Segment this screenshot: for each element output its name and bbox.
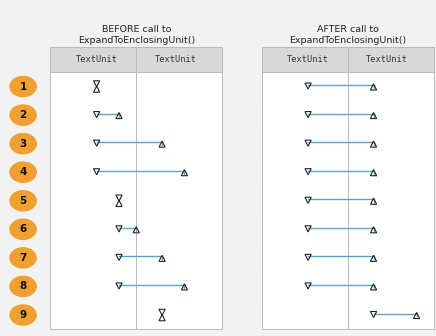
FancyBboxPatch shape xyxy=(262,72,434,101)
Circle shape xyxy=(10,219,36,239)
Text: 7: 7 xyxy=(20,253,27,263)
Text: AFTER call to
ExpandToEnclosingUnit(): AFTER call to ExpandToEnclosingUnit() xyxy=(289,25,406,45)
FancyBboxPatch shape xyxy=(262,47,434,329)
FancyBboxPatch shape xyxy=(50,47,222,72)
Circle shape xyxy=(10,276,36,297)
Text: 8: 8 xyxy=(20,282,27,291)
FancyBboxPatch shape xyxy=(50,72,222,101)
FancyBboxPatch shape xyxy=(262,101,434,129)
FancyBboxPatch shape xyxy=(50,129,222,158)
Circle shape xyxy=(10,248,36,268)
FancyBboxPatch shape xyxy=(50,301,222,329)
Text: TextUnit: TextUnit xyxy=(287,55,329,64)
Text: BEFORE call to
ExpandToEnclosingUnit(): BEFORE call to ExpandToEnclosingUnit() xyxy=(78,25,195,45)
Text: 9: 9 xyxy=(20,310,27,320)
Text: TextUnit: TextUnit xyxy=(75,55,118,64)
FancyBboxPatch shape xyxy=(262,158,434,186)
FancyBboxPatch shape xyxy=(50,215,222,244)
Text: 5: 5 xyxy=(20,196,27,206)
FancyBboxPatch shape xyxy=(50,272,222,301)
FancyBboxPatch shape xyxy=(50,101,222,129)
Circle shape xyxy=(10,191,36,211)
Circle shape xyxy=(10,77,36,97)
FancyBboxPatch shape xyxy=(50,244,222,272)
FancyBboxPatch shape xyxy=(262,47,434,72)
Text: TextUnit: TextUnit xyxy=(366,55,409,64)
FancyBboxPatch shape xyxy=(50,186,222,215)
FancyBboxPatch shape xyxy=(262,301,434,329)
Text: 1: 1 xyxy=(20,82,27,91)
Circle shape xyxy=(10,105,36,125)
FancyBboxPatch shape xyxy=(262,129,434,158)
Circle shape xyxy=(10,162,36,182)
Circle shape xyxy=(10,133,36,154)
Text: 3: 3 xyxy=(20,139,27,149)
FancyBboxPatch shape xyxy=(262,244,434,272)
FancyBboxPatch shape xyxy=(262,272,434,301)
FancyBboxPatch shape xyxy=(50,47,222,329)
FancyBboxPatch shape xyxy=(50,158,222,186)
FancyBboxPatch shape xyxy=(262,215,434,244)
Circle shape xyxy=(10,305,36,325)
Text: 6: 6 xyxy=(20,224,27,234)
Text: 2: 2 xyxy=(20,110,27,120)
Text: TextUnit: TextUnit xyxy=(155,55,197,64)
Text: 4: 4 xyxy=(20,167,27,177)
FancyBboxPatch shape xyxy=(262,186,434,215)
